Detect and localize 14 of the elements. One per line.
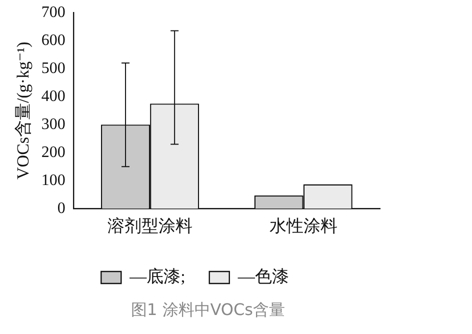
y-tick-label: 200 xyxy=(41,144,66,161)
y-tick-label: 700 xyxy=(41,4,66,21)
y-tick-label: 300 xyxy=(41,116,66,133)
x-tick-label: 水性涂料 xyxy=(269,216,338,236)
legend-label: —色漆 xyxy=(236,266,289,286)
y-tick-label: 0 xyxy=(57,200,66,217)
legend-label: —底漆; xyxy=(128,266,186,286)
y-tick-label: 400 xyxy=(41,88,66,105)
y-tick-label: 100 xyxy=(41,172,66,189)
y-tick-label: 600 xyxy=(41,32,66,49)
x-tick-label: 溶剂型涂料 xyxy=(108,216,193,236)
y-axis-title: VOCs含量/(g·kg⁻¹) xyxy=(14,42,33,180)
text: 图1 涂料中VOCs含量 xyxy=(130,300,286,321)
y-tick-label: 500 xyxy=(41,60,66,77)
